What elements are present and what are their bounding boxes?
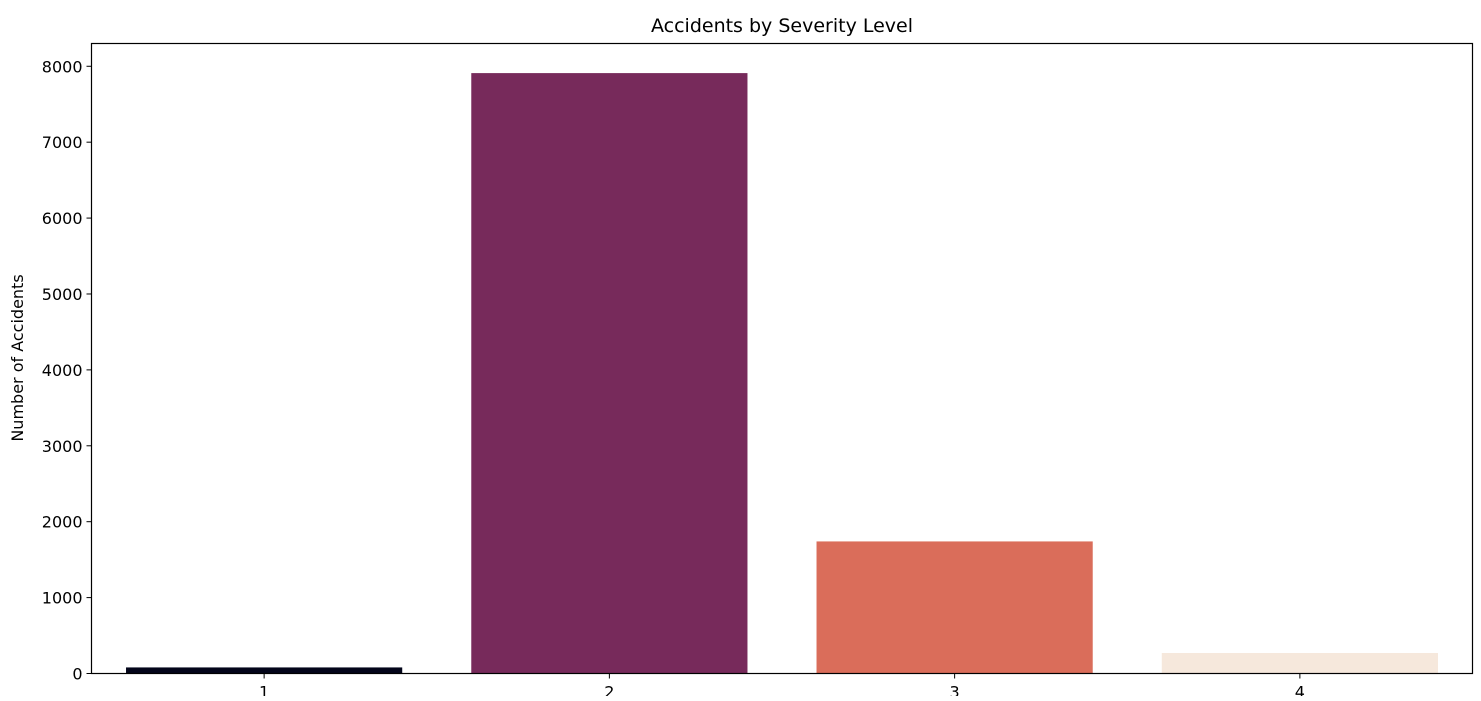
y-tick-label: 3000 [42,437,83,456]
y-tick-label: 5000 [42,285,83,304]
plot-area-frame [90,42,1474,675]
y-tick-label: 0 [72,665,82,684]
y-axis-ticks: 0 1000 2000 3000 4000 5000 6000 7000 8000 [42,57,92,684]
y-tick-label: 6000 [42,209,83,228]
chart-title: Accidents by Severity Level [651,15,913,37]
y-tick-label: 7000 [42,133,83,152]
x-tick-label: 2 [604,683,614,697]
y-tick-label: 2000 [42,513,83,532]
y-tick-label: 1000 [42,589,83,608]
bars-group [126,73,1438,674]
bar-4 [1161,653,1438,674]
x-tick-label: 1 [259,683,269,697]
bar-1 [126,667,403,674]
y-axis-label: Number of Accidents [8,274,27,441]
x-tick-label: 3 [950,683,960,697]
x-axis-ticks: 1 2 3 4 [259,673,1305,701]
bar-2 [471,73,748,674]
y-tick-label: 4000 [42,361,83,380]
y-tick-label: 8000 [42,57,83,76]
x-tick-label: 4 [1295,683,1305,697]
bar-3 [816,541,1093,674]
